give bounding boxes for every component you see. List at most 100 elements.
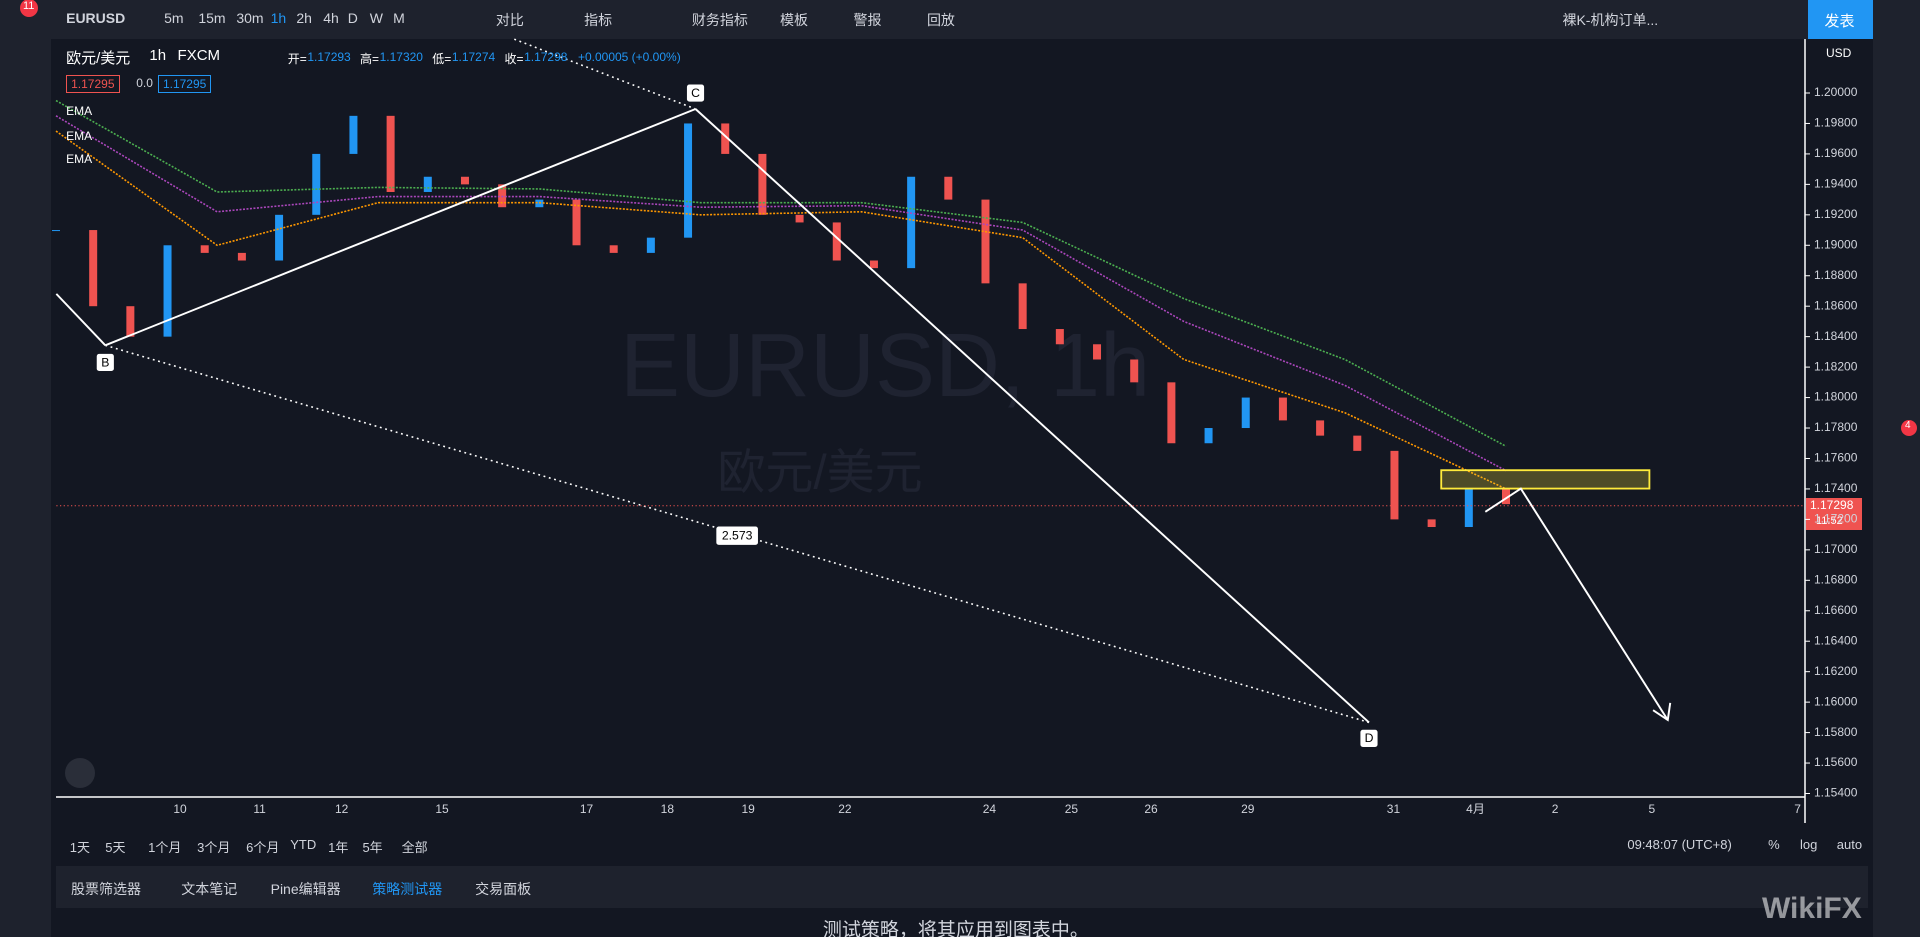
range-button[interactable]: 5年: [362, 840, 383, 855]
candle: [52, 230, 60, 232]
scale-option[interactable]: %: [1768, 837, 1780, 852]
price-tick-label: 1.18200: [1814, 359, 1858, 373]
indicator-label: EMA: [66, 151, 93, 166]
candle: [163, 245, 172, 337]
price-tick-label: 1.18400: [1814, 329, 1858, 343]
watermark-subtitle: 欧元/美元: [717, 447, 922, 500]
range-button[interactable]: 5天: [105, 840, 126, 855]
tab[interactable]: Pine编辑器: [270, 881, 341, 897]
time-label: 12: [335, 802, 349, 816]
range-button[interactable]: 1年: [328, 840, 349, 855]
candle: [1055, 329, 1064, 345]
price-tick-label: 1.17000: [1814, 542, 1858, 556]
tab[interactable]: 股票筛选器: [71, 881, 142, 897]
interval-button[interactable]: 2h: [296, 10, 312, 26]
interval-button[interactable]: 1h: [270, 10, 287, 26]
interval-button[interactable]: M: [393, 10, 405, 26]
candle: [349, 115, 358, 154]
price-tick-label: 1.15800: [1814, 725, 1858, 739]
watermark-title: EURUSD, 1h: [620, 316, 1150, 416]
candle: [721, 123, 730, 154]
candle: [126, 306, 135, 337]
point-label: D: [1365, 731, 1374, 745]
label-box: [1360, 729, 1378, 747]
interval-button[interactable]: D: [347, 10, 358, 26]
publish-button[interactable]: [1808, 0, 1873, 39]
candle: [572, 199, 581, 246]
candle: [200, 245, 209, 253]
time-label: 11: [253, 802, 266, 816]
left-toolbar: [0, 39, 51, 937]
legend-text: 1.17293: [307, 50, 351, 64]
toolbar-button[interactable]: 指标: [584, 12, 613, 28]
time-label: 31: [1387, 802, 1401, 816]
interval-button[interactable]: W: [369, 10, 384, 26]
price-tick-label: 1.18800: [1814, 268, 1858, 282]
label-box: [96, 353, 114, 372]
interval-button[interactable]: 5m: [164, 10, 184, 26]
time-label: 7: [1794, 802, 1801, 816]
toolbar-button[interactable]: 模板: [780, 12, 808, 28]
range-button[interactable]: 1天: [69, 840, 91, 855]
tab[interactable]: 文本笔记: [181, 881, 238, 897]
publish-label[interactable]: 发表: [1824, 13, 1855, 30]
legend-text: +0.00005 (+0.00%): [577, 50, 681, 64]
price-tick-label: 1.15400: [1814, 786, 1858, 800]
price-tick-label: 1.17600: [1814, 451, 1858, 465]
badge-bg: [1901, 420, 1917, 436]
candle: [832, 222, 841, 261]
candle: [795, 214, 804, 223]
price-tick-label: 1.18600: [1814, 298, 1858, 312]
interval-button[interactable]: 15m: [198, 10, 226, 26]
layout-name[interactable]: 裸K-机构订单...: [1562, 12, 1659, 28]
ema-line: [55, 130, 1507, 490]
legend-text: FXCM: [177, 47, 221, 64]
time-label: 2: [1552, 802, 1559, 816]
interval-button[interactable]: 30m: [236, 10, 264, 26]
toolbar-button[interactable]: 回放: [926, 12, 955, 28]
price-tick-label: 1.16800: [1814, 572, 1858, 586]
tab-bar: [56, 866, 1868, 908]
time-label: 26: [1144, 802, 1158, 816]
point-label: B: [101, 355, 109, 369]
toolbar-button[interactable]: 警报: [853, 12, 882, 28]
price-tick-label: 1.17400: [1814, 481, 1858, 495]
candle: [1353, 435, 1362, 451]
toolbar-button[interactable]: 对比: [495, 12, 524, 28]
candle: [275, 214, 284, 261]
tab[interactable]: 策略测试器: [372, 881, 443, 897]
range-button[interactable]: 3个月: [197, 840, 231, 855]
scale-option[interactable]: log: [1800, 837, 1818, 852]
candle: [460, 176, 469, 185]
candle: [684, 123, 693, 238]
candle: [1427, 519, 1436, 528]
ratio-label: 2.573: [722, 529, 753, 543]
range-button[interactable]: 1个月: [148, 840, 182, 855]
price-box: 0.0: [136, 76, 153, 90]
legend-text: 1.17320: [379, 50, 423, 64]
symbol[interactable]: EURUSD: [66, 10, 126, 26]
range-button[interactable]: 6个月: [246, 840, 280, 855]
badge: 4: [1905, 420, 1911, 431]
price-tick-label: 1.19000: [1814, 237, 1858, 251]
price-tick-label: 1.19400: [1814, 177, 1858, 191]
range-button[interactable]: YTD: [290, 837, 317, 852]
candle: [1130, 359, 1139, 383]
logo[interactable]: [65, 758, 95, 788]
indicator-label: EMA: [66, 128, 93, 143]
forecast-arrow: [1484, 487, 1669, 721]
price-tick-label: 1.19800: [1814, 116, 1858, 130]
top-bar: [0, 0, 1920, 39]
interval-button[interactable]: 4h: [323, 10, 339, 26]
range-button[interactable]: 全部: [401, 840, 428, 855]
price-box: 1.17295: [157, 75, 212, 93]
candle: [1502, 488, 1510, 505]
pattern-leg: [104, 108, 696, 347]
price-tick-label: 1.16200: [1814, 664, 1858, 678]
pattern-leg: [55, 293, 107, 346]
range-bar: [56, 824, 1868, 862]
scale-option[interactable]: auto: [1836, 837, 1863, 852]
toolbar-button[interactable]: 财务指标: [691, 12, 748, 28]
tab[interactable]: 交易面板: [475, 881, 532, 897]
